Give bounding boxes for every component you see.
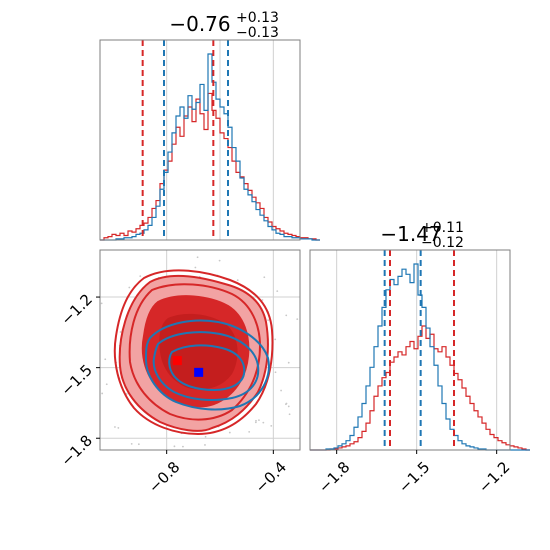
scatter-dot xyxy=(267,319,270,322)
scatter-dot xyxy=(158,451,160,453)
scatter-dot xyxy=(92,332,94,334)
scatter-dot xyxy=(183,460,185,462)
scatter-dot xyxy=(285,314,288,317)
scatter-dot xyxy=(105,383,108,386)
scatter-dot xyxy=(236,279,239,282)
scatter-dot xyxy=(296,318,299,321)
red-outline-mid xyxy=(128,283,262,421)
blue-histogram-line xyxy=(100,53,320,241)
scatter-dot xyxy=(228,431,231,434)
x-tick-label: −0.4 xyxy=(252,458,290,496)
scatter-dot xyxy=(117,427,120,429)
panel-contour: −1.2 −1.5 −1.8 −0.8 −0.4 xyxy=(58,249,301,497)
scatter-dot xyxy=(97,387,99,389)
scatter-dot xyxy=(125,392,128,395)
histogram-series xyxy=(310,263,530,451)
y-tick-labels: −1.2 −1.5 −1.8 xyxy=(58,290,100,470)
x-tick-label: −1.2 xyxy=(475,458,513,496)
hist1-title-sup: +0.13 xyxy=(236,10,279,26)
x-tick-label: −1.5 xyxy=(395,458,433,496)
grid xyxy=(336,250,498,450)
scatter-dot xyxy=(88,384,90,386)
x-tick-label: −1.8 xyxy=(315,458,353,496)
scatter-dot xyxy=(261,299,264,301)
scatter-dot xyxy=(137,443,140,446)
hist2-title-sup: +0.11 xyxy=(421,220,464,236)
grid xyxy=(166,40,274,240)
scatter-dot xyxy=(280,389,282,392)
scatter-dot xyxy=(254,421,257,424)
panel-frame xyxy=(309,249,511,451)
scatter-dot xyxy=(285,402,288,405)
scatter-dot xyxy=(114,426,116,428)
scatter-dot xyxy=(104,358,107,361)
y-tick-label: −1.5 xyxy=(58,361,96,399)
blue-contour-inner xyxy=(168,344,246,392)
scatter-dot xyxy=(182,445,184,448)
scatter-dot xyxy=(128,286,131,289)
panel-hist-param1: −0.76 +0.13 −0.13 xyxy=(99,10,320,241)
scatter-dot xyxy=(255,419,257,422)
hist2-title-sub: −0.12 xyxy=(421,235,464,251)
scatter-dot xyxy=(262,421,265,424)
scatter-dot xyxy=(139,275,142,278)
y-tick-label: −1.2 xyxy=(58,290,96,328)
quantile-lines xyxy=(141,40,229,240)
panel-hist-param2: −1.47 +0.11 −0.12 xyxy=(309,220,530,451)
scatter-dot xyxy=(173,445,176,448)
histogram-series xyxy=(100,53,320,241)
scatter-dot xyxy=(218,259,221,262)
scatter-dot xyxy=(287,361,290,364)
scatter-dot xyxy=(274,338,277,341)
hist1-title: −0.76 xyxy=(169,12,230,36)
scatter-dot xyxy=(130,442,133,445)
scatter-dot xyxy=(270,424,273,427)
scatter-dot xyxy=(101,392,104,395)
blue-histogram-line xyxy=(310,263,530,451)
y-tick-label: −1.8 xyxy=(58,432,96,470)
hist2-title: −1.47 xyxy=(380,222,441,246)
scatter-dot xyxy=(258,419,260,422)
hist1-title-sub: −0.13 xyxy=(236,25,279,41)
scatter-dot xyxy=(201,455,203,457)
scatter-dot xyxy=(204,435,207,438)
blue-median-marker xyxy=(194,367,204,377)
red-outline-outer xyxy=(113,269,274,436)
red-histogram-line xyxy=(100,92,320,241)
scatter-dot xyxy=(248,430,251,433)
quantile-lines xyxy=(383,250,455,450)
scatter-dot xyxy=(287,405,290,408)
scatter-dot xyxy=(196,256,199,259)
scatter-dot xyxy=(95,383,97,385)
panel-frame xyxy=(99,249,301,451)
scatter-dot xyxy=(274,371,277,374)
red-median-marker xyxy=(172,356,182,366)
x-tick-labels-param2: −1.8 −1.5 −1.2 xyxy=(315,450,513,497)
scatter-dot xyxy=(100,302,103,305)
scatter-dot xyxy=(87,328,89,330)
scatter-dot xyxy=(204,444,206,446)
scatter-dot xyxy=(207,450,209,452)
scatter-dot xyxy=(119,331,122,333)
panel-frame xyxy=(99,39,301,241)
blue-contour-outer xyxy=(144,319,270,411)
scatter-dot xyxy=(276,290,279,293)
scatter-dot xyxy=(263,276,266,279)
scatter-dot xyxy=(288,413,291,416)
x-tick-labels: −0.8 −0.4 xyxy=(145,450,290,497)
x-tick-label: −0.8 xyxy=(145,458,183,496)
scatter-dot xyxy=(194,266,197,269)
blue-contour-mid xyxy=(152,331,260,401)
scatter-dot xyxy=(97,335,99,337)
